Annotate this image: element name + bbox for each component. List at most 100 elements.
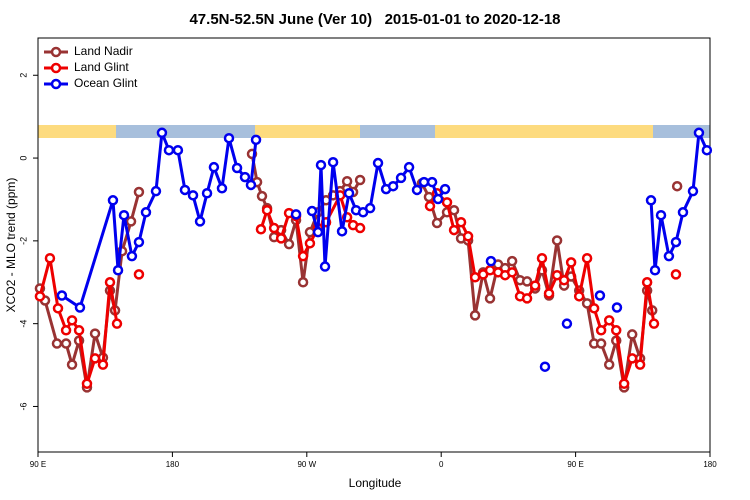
x-tick-label: 90 E xyxy=(30,460,46,469)
data-point xyxy=(506,255,518,267)
data-point xyxy=(97,359,109,370)
data-point xyxy=(306,205,318,217)
data-point xyxy=(581,252,593,264)
legend-marker xyxy=(50,78,62,90)
data-point xyxy=(670,269,682,280)
data-point xyxy=(111,318,123,329)
data-point xyxy=(133,186,145,198)
data-point xyxy=(543,288,555,299)
data-point xyxy=(223,132,235,144)
data-point xyxy=(239,171,251,183)
data-point xyxy=(403,161,415,173)
data-point xyxy=(655,209,667,221)
data-point xyxy=(431,217,443,229)
data-point xyxy=(551,269,563,281)
data-point xyxy=(573,291,585,302)
data-point xyxy=(648,318,660,329)
data-point xyxy=(73,325,85,336)
data-point xyxy=(372,157,384,169)
data-point xyxy=(462,231,474,242)
data-point xyxy=(411,184,423,196)
data-point xyxy=(649,265,661,276)
data-point xyxy=(112,265,124,276)
data-point xyxy=(304,238,316,249)
data-point xyxy=(60,338,72,349)
data-point xyxy=(693,127,705,139)
data-point xyxy=(327,156,339,168)
data-point xyxy=(595,325,607,336)
data-point xyxy=(611,302,623,313)
data-point xyxy=(231,162,243,174)
series xyxy=(56,127,713,372)
data-point xyxy=(44,252,56,264)
data-point xyxy=(641,277,653,288)
data-point xyxy=(290,209,302,220)
data-point xyxy=(255,224,267,235)
data-point xyxy=(618,378,630,389)
data-point xyxy=(506,267,518,278)
data-point xyxy=(455,216,467,228)
data-point xyxy=(395,172,407,184)
data-point xyxy=(107,195,119,206)
data-point xyxy=(671,180,683,192)
data-point xyxy=(81,378,93,389)
data-point xyxy=(418,176,430,188)
data-point xyxy=(484,293,496,304)
series-line xyxy=(61,131,258,310)
data-point xyxy=(551,235,563,246)
series-line xyxy=(649,131,709,272)
data-point xyxy=(74,302,86,313)
data-point xyxy=(297,277,309,288)
data-point xyxy=(51,338,63,349)
legend-marker xyxy=(50,46,62,58)
data-point xyxy=(187,190,199,201)
data-point xyxy=(150,185,162,197)
data-point xyxy=(208,161,220,173)
data-point xyxy=(626,329,638,340)
data-point xyxy=(441,197,453,208)
data-point xyxy=(354,174,366,186)
data-point xyxy=(558,274,570,286)
legend-marker xyxy=(50,62,62,74)
data-point xyxy=(250,134,262,146)
data-point xyxy=(89,328,101,339)
data-point xyxy=(588,303,600,314)
data-point xyxy=(448,224,460,236)
data-point xyxy=(216,183,228,194)
data-point xyxy=(268,222,280,234)
data-point xyxy=(312,226,324,238)
data-point xyxy=(104,277,116,288)
y-tick-label: 2 xyxy=(18,73,28,78)
data-point xyxy=(194,216,206,227)
data-point xyxy=(561,318,573,329)
data-point xyxy=(687,185,699,197)
x-tick-label: 0 xyxy=(439,460,444,469)
series xyxy=(34,188,682,389)
data-point xyxy=(670,236,682,248)
data-point xyxy=(595,338,607,349)
data-point xyxy=(539,361,551,372)
data-point xyxy=(140,207,152,218)
data-point xyxy=(484,265,496,276)
data-point xyxy=(364,202,376,214)
data-point xyxy=(261,204,273,216)
data-point xyxy=(529,280,541,291)
data-point xyxy=(521,293,533,304)
plot-frame xyxy=(37,37,711,453)
data-point xyxy=(52,303,64,314)
chart-title: 47.5N-52.5N June (Ver 10) 2015-01-01 to … xyxy=(189,11,560,28)
data-point xyxy=(701,144,713,156)
y-tick-label: -2 xyxy=(18,237,28,245)
legend-label: Land Glint xyxy=(74,60,129,74)
y-tick-label: 0 xyxy=(18,156,28,161)
data-point xyxy=(424,200,436,212)
data-point xyxy=(565,257,577,268)
data-point xyxy=(610,325,622,336)
data-point xyxy=(125,216,137,227)
data-point xyxy=(283,238,295,250)
data-point xyxy=(341,175,353,187)
data-point xyxy=(245,179,257,191)
data-point xyxy=(297,250,309,262)
data-point xyxy=(133,269,145,280)
data-point xyxy=(485,255,497,267)
